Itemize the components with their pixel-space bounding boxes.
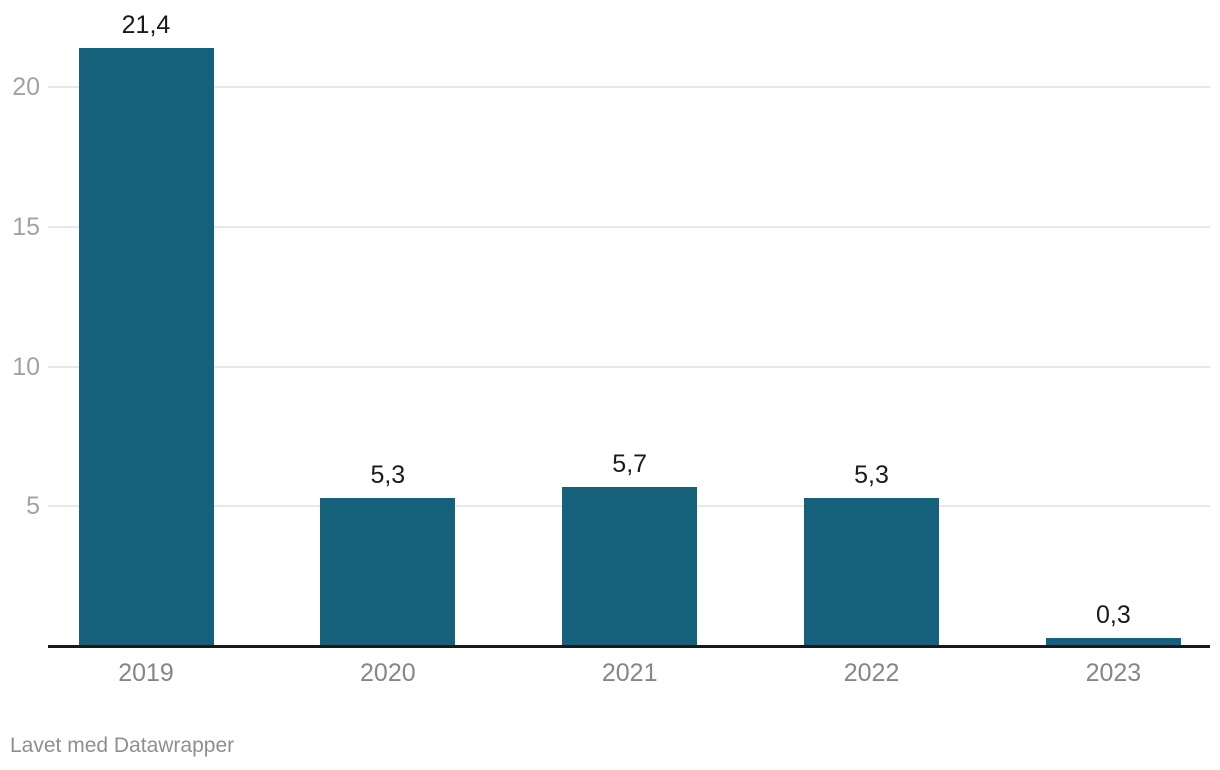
bar-value-label: 21,4 — [121, 10, 171, 39]
gridline — [48, 86, 1210, 88]
x-axis-category-label: 2019 — [118, 659, 174, 687]
bar[interactable] — [320, 497, 456, 646]
y-axis-tick-label: 5 — [26, 492, 40, 521]
x-axis-category-label: 2021 — [601, 659, 658, 687]
bar-value-label: 5,7 — [612, 449, 648, 478]
bar[interactable] — [804, 497, 940, 646]
x-axis-category-label: 2023 — [1085, 659, 1142, 687]
x-axis-category-label: 2022 — [843, 659, 900, 687]
y-axis-tick-label: 10 — [12, 352, 40, 381]
y-axis-tick-label: 20 — [12, 73, 40, 101]
y-axis-tick-label: 15 — [12, 212, 40, 241]
datawrapper-credit-link[interactable]: Lavet med Datawrapper — [10, 734, 235, 757]
bar[interactable] — [562, 486, 698, 646]
bar-value-label: 5,3 — [370, 460, 406, 489]
gridline — [48, 365, 1210, 368]
bar[interactable] — [78, 47, 214, 646]
bar-value-label: 0,3 — [1096, 600, 1131, 629]
x-axis-line — [48, 645, 1210, 648]
x-axis-category-label: 2020 — [360, 659, 416, 687]
gridline — [48, 225, 1210, 228]
bar[interactable] — [1045, 637, 1181, 646]
bar-value-label: 5,3 — [854, 460, 889, 489]
